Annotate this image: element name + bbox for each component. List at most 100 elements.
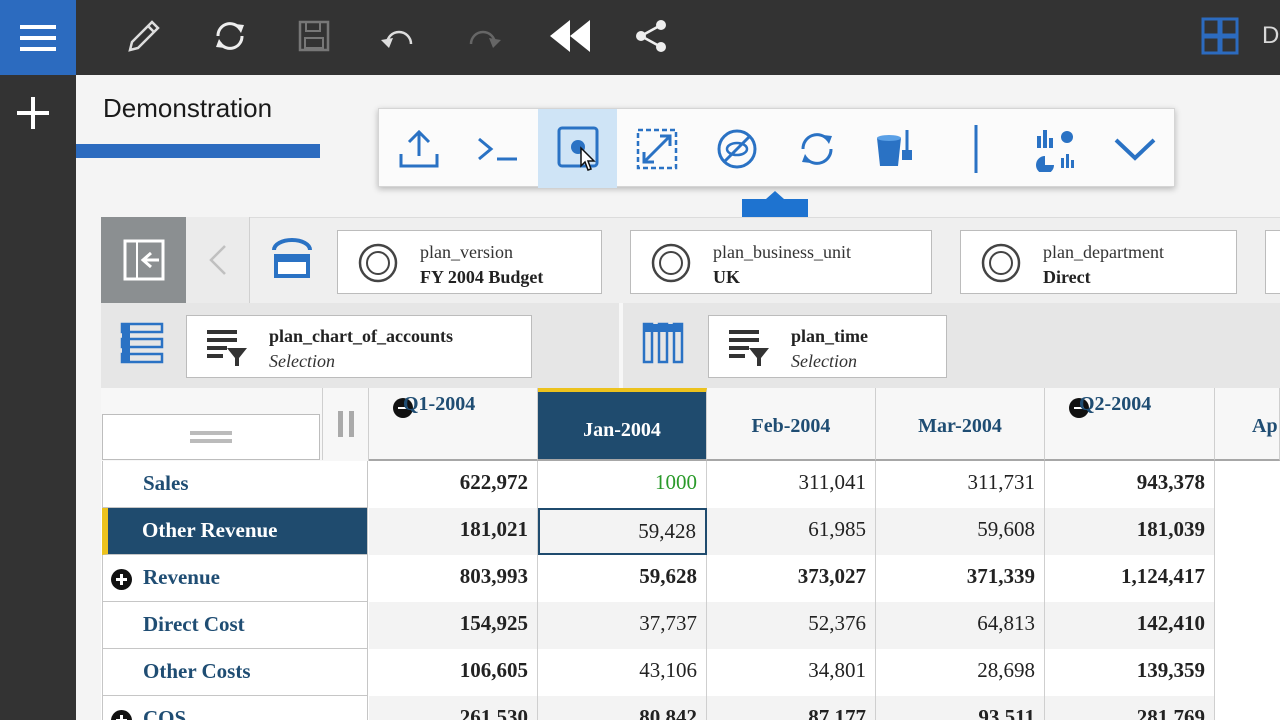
- share-button[interactable]: [627, 12, 675, 60]
- tab-demonstration[interactable]: Demonstration: [103, 93, 273, 123]
- refresh-icon: [800, 132, 833, 165]
- collapse-icon[interactable]: [393, 398, 413, 418]
- table-cell[interactable]: 106,605: [369, 649, 538, 696]
- table-cell[interactable]: 59,608: [876, 508, 1045, 555]
- table-cell[interactable]: 181,039: [1045, 508, 1215, 555]
- hide-button[interactable]: [697, 109, 776, 188]
- edit-button[interactable]: [120, 12, 168, 60]
- expand-icon[interactable]: [111, 710, 132, 720]
- column-label: Mar-2004: [918, 415, 1002, 437]
- column-header-jan-2004[interactable]: Jan-2004: [538, 388, 707, 461]
- pause-icon: [337, 411, 354, 437]
- floating-toolbar: [378, 108, 1175, 188]
- table-cell[interactable]: 52,376: [707, 602, 876, 649]
- target-button[interactable]: [538, 109, 617, 188]
- context-icon: [272, 238, 312, 278]
- table-cell[interactable]: 139,359: [1045, 649, 1215, 696]
- rows-dimension-name: plan_chart_of_accounts: [269, 326, 453, 346]
- table-cell[interactable]: 181,021: [369, 508, 538, 555]
- table-cell[interactable]: 61,985: [707, 508, 876, 555]
- column-header-apr-2004[interactable]: Ap: [1215, 388, 1280, 461]
- dimension-name: plan_department: [1043, 242, 1164, 262]
- table-cell[interactable]: 87,177: [707, 696, 876, 720]
- export-button[interactable]: [379, 109, 458, 188]
- table-cell[interactable]: 371,339: [876, 555, 1045, 602]
- dimension-tile-overflow[interactable]: [1265, 230, 1280, 294]
- sync-button[interactable]: [777, 109, 856, 188]
- row-header-other-revenue[interactable]: Other Revenue: [102, 508, 368, 555]
- hide-icon: [717, 129, 756, 168]
- table-cell[interactable]: 43,106: [538, 649, 707, 696]
- collapse-panel-button[interactable]: [101, 217, 186, 303]
- table-cell[interactable]: 803,993: [369, 555, 538, 602]
- row-header-other-costs[interactable]: Other Costs: [102, 649, 368, 696]
- freeze-columns-button[interactable]: [322, 388, 368, 460]
- chevron-down-icon: [1114, 138, 1155, 161]
- undo-icon: [381, 30, 413, 48]
- table-cell[interactable]: 80,842: [538, 696, 707, 720]
- row-label: Revenue: [143, 565, 220, 589]
- table-cell[interactable]: 34,801: [707, 649, 876, 696]
- rows-dimension-tile[interactable]: plan_chart_of_accounts Selection: [186, 315, 532, 378]
- table-cell[interactable]: 59,628: [538, 555, 707, 602]
- save-button[interactable]: [290, 12, 338, 60]
- column-header-feb-2004[interactable]: Feb-2004: [707, 388, 876, 461]
- menu-button[interactable]: [0, 0, 76, 75]
- table-cell[interactable]: 281,769: [1045, 696, 1215, 720]
- row-header-direct-cost[interactable]: Direct Cost: [102, 602, 368, 649]
- table-cell[interactable]: 28,698: [876, 649, 1045, 696]
- table-cell[interactable]: 93,511: [876, 696, 1045, 720]
- row-header-revenue[interactable]: Revenue: [102, 555, 368, 602]
- table-cell-focused[interactable]: 59,428: [538, 508, 707, 555]
- column-label: Q2-2004: [1079, 393, 1152, 415]
- column-label: Jan-2004: [583, 419, 661, 441]
- prev-dimension-button[interactable]: [186, 217, 250, 303]
- undo-button[interactable]: [375, 12, 423, 60]
- table-cell[interactable]: 1,124,417: [1045, 555, 1215, 602]
- column-header-q2-2004[interactable]: Q2-2004: [1045, 388, 1215, 461]
- table-cell[interactable]: 64,813: [876, 602, 1045, 649]
- dimension-tile-plan-business-unit[interactable]: plan_business_unit UK: [630, 230, 932, 294]
- expand-icon[interactable]: [111, 569, 132, 590]
- add-button[interactable]: [12, 92, 54, 134]
- redo-button[interactable]: [459, 12, 507, 60]
- refresh-button[interactable]: [206, 12, 254, 60]
- separator-icon: [974, 124, 977, 173]
- dimension-tile-plan-version[interactable]: plan_version FY 2004 Budget: [337, 230, 602, 294]
- row-header-resize[interactable]: [102, 414, 320, 460]
- collapse-icon[interactable]: [1069, 398, 1089, 418]
- row-header-sales[interactable]: Sales: [102, 461, 368, 508]
- table-cell[interactable]: 154,925: [369, 602, 538, 649]
- table-cell[interactable]: 622,972: [369, 461, 538, 508]
- command-icon: [477, 137, 517, 160]
- column-header-mar-2004[interactable]: Mar-2004: [876, 388, 1045, 461]
- topbar-right-label: D: [1262, 22, 1280, 49]
- left-rail: [0, 75, 76, 720]
- table-cell[interactable]: 37,737: [538, 602, 707, 649]
- top-toolbar: D: [0, 0, 1280, 75]
- row-label: Other Costs: [143, 659, 251, 683]
- layout-button[interactable]: [1196, 12, 1244, 60]
- column-header-q1-2004[interactable]: Q1-2004: [369, 388, 538, 461]
- column-label: Ap: [1252, 415, 1278, 437]
- table-cell[interactable]: 943,378: [1045, 461, 1215, 508]
- columns-dimension-tile[interactable]: plan_time Selection: [708, 315, 947, 378]
- rows-dimension-selection: Selection: [269, 351, 335, 371]
- dimension-tile-plan-department[interactable]: plan_department Direct: [960, 230, 1237, 294]
- command-button[interactable]: [458, 109, 537, 188]
- context-button[interactable]: [268, 236, 316, 284]
- bucket-button[interactable]: [856, 109, 935, 188]
- table-cell[interactable]: 1000: [538, 461, 707, 508]
- fit-button[interactable]: [617, 109, 696, 188]
- chevron-left-icon: [208, 245, 226, 275]
- table-cell[interactable]: 311,731: [876, 461, 1045, 508]
- table-cell[interactable]: 261,530: [369, 696, 538, 720]
- table-cell[interactable]: 311,041: [707, 461, 876, 508]
- rewind-button[interactable]: [545, 12, 593, 60]
- chart-button[interactable]: [1016, 109, 1095, 188]
- more-button[interactable]: [1095, 109, 1174, 188]
- table-cell[interactable]: 373,027: [707, 555, 876, 602]
- table-cell[interactable]: 142,410: [1045, 602, 1215, 649]
- row-header-cos[interactable]: COS: [102, 696, 368, 720]
